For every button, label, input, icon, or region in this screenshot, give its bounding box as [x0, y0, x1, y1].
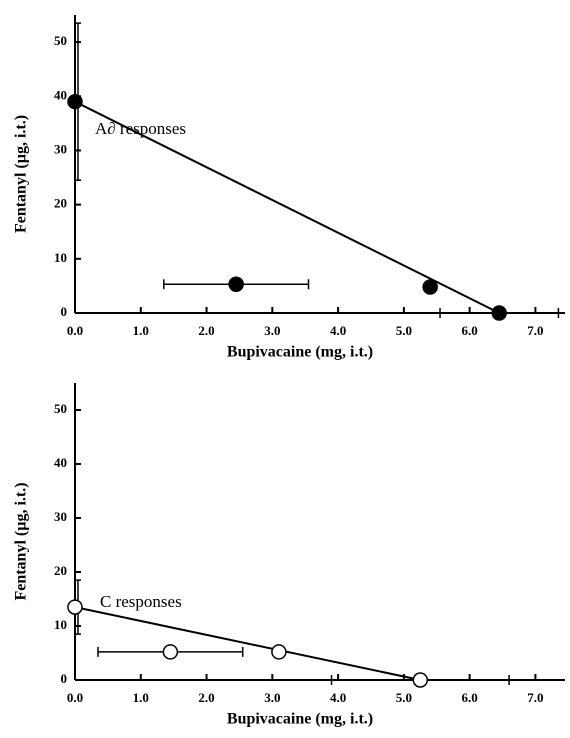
y-tick-label: 50	[54, 401, 67, 416]
data-point	[162, 644, 179, 660]
x-tick-label: 3.0	[264, 690, 280, 705]
y-tick-label: 20	[54, 196, 67, 211]
y-tick-label: 10	[54, 250, 67, 265]
x-tick-label: 5.0	[396, 690, 412, 705]
data-point	[271, 644, 287, 660]
isobole	[74, 606, 421, 681]
data-point	[412, 672, 429, 688]
x-tick-label: 7.0	[527, 690, 543, 705]
x-tick-label: 6.0	[462, 323, 478, 338]
x-tick-label: 0.0	[67, 323, 83, 338]
x-tick-label: 6.0	[462, 690, 478, 705]
y-axis-label: Fentanyl (µg, i.t.)	[13, 115, 30, 233]
data-point	[67, 93, 83, 110]
y-tick-label: 40	[54, 455, 67, 470]
x-tick-label: 7.0	[527, 323, 543, 338]
y-tick-label: 40	[54, 87, 67, 102]
y-tick-label: 50	[54, 33, 67, 48]
annotation: C responses	[100, 592, 182, 611]
isobole	[74, 100, 500, 314]
y-tick-label: 30	[54, 509, 67, 524]
x-tick-label: 1.0	[133, 323, 149, 338]
x-tick-label: 1.0	[133, 690, 149, 705]
x-axis-label: Bupivacaine (mg, i.t.)	[227, 711, 373, 728]
x-tick-label: 4.0	[330, 323, 346, 338]
y-tick-label: 0	[61, 671, 68, 686]
data-point	[422, 279, 438, 295]
y-tick-label: 30	[54, 141, 67, 156]
x-tick-label: 0.0	[67, 690, 83, 705]
y-axis-label: Fentanyl (µg, i.t.)	[13, 482, 30, 600]
y-tick-label: 10	[54, 617, 67, 632]
data-point	[228, 276, 244, 293]
y-tick-label: 0	[61, 304, 68, 319]
x-tick-label: 5.0	[396, 323, 412, 338]
x-tick-label: 2.0	[198, 323, 214, 338]
x-tick-label: 3.0	[264, 323, 280, 338]
data-point	[67, 599, 83, 615]
y-tick-label: 20	[54, 563, 67, 578]
data-point	[491, 305, 507, 321]
x-tick-label: 4.0	[330, 690, 346, 705]
x-axis-label: Bupivacaine (mg, i.t.)	[227, 344, 373, 361]
x-tick-label: 2.0	[198, 690, 214, 705]
